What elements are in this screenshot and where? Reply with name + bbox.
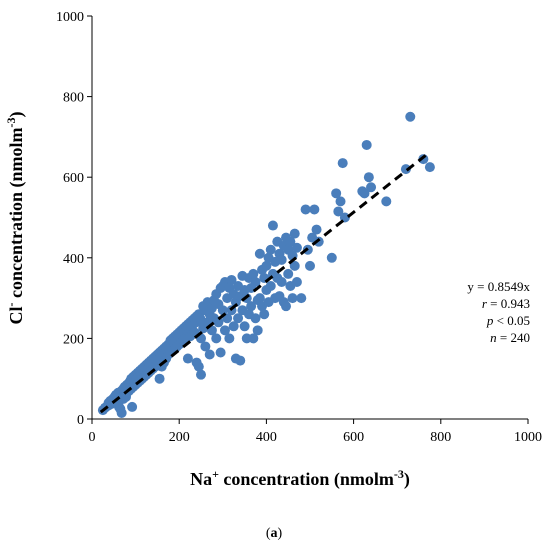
stats-annotation: y = 0.8549x r = 0.943 p < 0.05 n = 240: [467, 279, 530, 345]
x-axis-ticks: 0 200 400 600 800 1000: [89, 419, 542, 445]
data-point: [215, 347, 226, 358]
x-tick-label: 600: [343, 430, 364, 445]
x-tick-label: 200: [169, 430, 190, 445]
data-point: [309, 204, 320, 215]
data-point: [300, 204, 311, 215]
data-point: [361, 139, 372, 150]
y-tick-label: 800: [63, 91, 84, 106]
data-point: [359, 188, 370, 199]
y-axis-ticks: 0 200 400 600 800 1000: [56, 10, 92, 428]
data-point: [193, 361, 204, 372]
data-point: [311, 224, 322, 235]
data-point: [235, 355, 246, 366]
data-point: [226, 274, 237, 285]
data-point: [381, 196, 392, 207]
data-point: [326, 252, 337, 263]
data-point: [276, 276, 287, 287]
data-points: [97, 111, 435, 418]
y-tick-label: 200: [63, 332, 84, 347]
data-point: [211, 333, 222, 344]
data-point: [305, 260, 315, 271]
data-point: [250, 276, 261, 287]
data-point: [224, 333, 235, 344]
trend-line: [99, 150, 431, 414]
data-point: [405, 111, 416, 122]
data-point: [239, 321, 250, 332]
panel-label: (a): [266, 526, 283, 541]
axes: [91, 16, 528, 420]
data-point: [196, 369, 206, 380]
data-point: [281, 301, 292, 312]
data-point: [213, 317, 224, 328]
x-axis-title: Na+ concentration (nmolm-3): [190, 467, 410, 490]
data-point: [296, 293, 307, 304]
x-tick-label: 800: [430, 430, 451, 445]
data-point: [337, 158, 348, 169]
data-point: [287, 293, 298, 304]
data-point: [252, 325, 263, 336]
data-point: [265, 281, 276, 292]
data-point: [424, 162, 435, 173]
data-point: [366, 182, 377, 193]
x-tick-label: 1000: [514, 430, 542, 445]
x-tick-label: 0: [89, 430, 96, 445]
data-point: [248, 333, 259, 344]
data-point: [289, 228, 300, 239]
data-point: [331, 188, 342, 199]
data-point: [233, 313, 244, 324]
data-point: [116, 407, 127, 418]
data-point: [217, 305, 228, 316]
data-point: [333, 206, 344, 217]
data-point: [154, 373, 165, 384]
data-point: [259, 309, 270, 320]
data-point: [250, 313, 261, 324]
equation-text: y = 0.8549x: [467, 279, 530, 294]
data-point: [248, 268, 259, 279]
data-point: [200, 341, 211, 352]
y-tick-label: 1000: [56, 10, 84, 25]
y-tick-label: 600: [63, 171, 84, 186]
data-point: [265, 244, 276, 255]
n-value-text: n = 240: [490, 330, 530, 345]
data-point: [261, 260, 272, 271]
data-point: [335, 196, 346, 207]
data-point: [254, 248, 265, 259]
x-tick-label: 400: [256, 430, 277, 445]
data-point: [276, 254, 287, 265]
data-point: [291, 276, 302, 287]
data-point: [289, 260, 300, 271]
data-point: [291, 242, 302, 253]
data-point: [267, 220, 278, 231]
y-axis-title: Cl- concentration (nmolm-3): [4, 112, 27, 325]
data-point: [182, 353, 193, 364]
data-point: [219, 325, 230, 336]
data-point: [285, 236, 296, 247]
data-point: [204, 349, 215, 360]
data-point: [246, 301, 257, 312]
data-point: [127, 401, 138, 412]
data-point: [254, 293, 265, 304]
data-point: [283, 268, 294, 279]
data-point: [228, 321, 239, 332]
r-value-text: r = 0.943: [482, 296, 530, 311]
y-tick-label: 400: [63, 252, 84, 267]
data-point: [363, 172, 374, 183]
y-tick-label: 0: [77, 413, 84, 428]
p-value-text: p < 0.05: [486, 313, 530, 328]
